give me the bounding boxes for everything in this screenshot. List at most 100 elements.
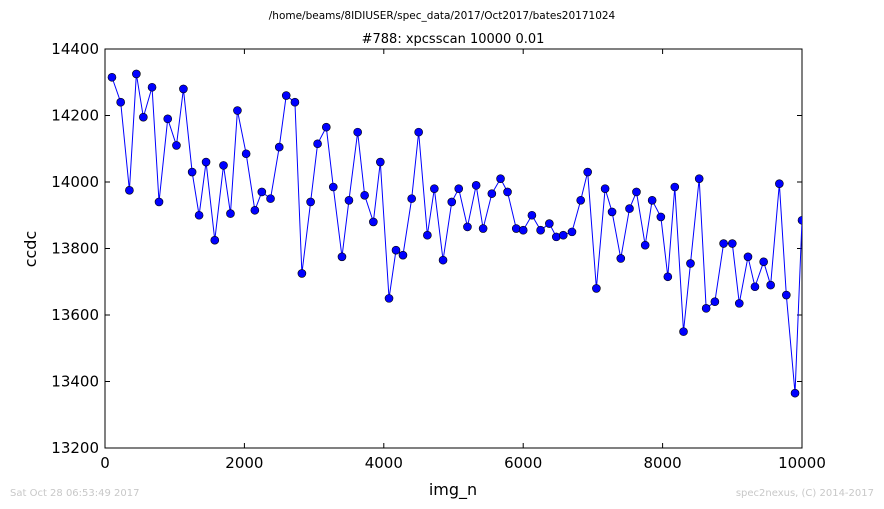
data-point — [172, 141, 181, 150]
data-series — [107, 69, 802, 398]
data-point — [139, 112, 148, 122]
data-point — [503, 187, 512, 197]
data-point — [337, 252, 347, 262]
data-point — [797, 215, 802, 225]
axis-ticks: 0 2000 4000 6000 8000 10000 13200 13400 13600 138… — [51, 40, 826, 472]
data-point — [663, 272, 673, 282]
data-point — [545, 219, 554, 228]
data-point — [313, 139, 322, 149]
data-point — [257, 187, 267, 197]
data-point — [552, 232, 561, 242]
data-point — [567, 227, 577, 237]
data-point — [226, 209, 235, 218]
data-point — [274, 142, 284, 152]
x-tick-label: 8000 — [644, 454, 682, 472]
y-tick-label: 13200 — [51, 439, 99, 457]
data-point — [384, 294, 394, 303]
data-point — [679, 327, 688, 336]
data-point — [632, 187, 641, 197]
data-point — [558, 230, 568, 240]
data-point — [782, 290, 791, 300]
data-point — [656, 212, 666, 222]
data-point — [219, 161, 228, 170]
data-point — [607, 207, 617, 217]
data-point — [701, 304, 711, 313]
footer-timestamp: Sat Oct 28 06:53:49 2017 — [10, 488, 140, 499]
data-point — [163, 114, 173, 124]
data-point — [576, 195, 586, 205]
data-point — [518, 225, 528, 235]
data-point — [179, 84, 188, 94]
data-point — [640, 240, 650, 250]
data-point — [496, 174, 505, 183]
data-point — [625, 204, 634, 213]
data-point — [154, 197, 164, 207]
data-point — [376, 157, 385, 167]
data-point — [750, 282, 760, 292]
data-point — [369, 217, 378, 227]
data-point — [187, 167, 197, 177]
data-point — [147, 82, 157, 92]
data-point — [344, 195, 354, 205]
data-point — [766, 280, 775, 290]
y-tick-label: 13400 — [51, 373, 99, 391]
data-point — [116, 97, 125, 107]
file-path: /home/beams/8IDIUSER/spec_data/2017/Oct2… — [269, 10, 616, 22]
data-point — [132, 69, 141, 79]
data-point — [719, 239, 728, 248]
data-point — [471, 181, 481, 190]
data-point — [306, 197, 315, 207]
data-point — [447, 197, 457, 207]
data-point — [107, 72, 117, 82]
x-axis-label: img_n — [429, 480, 477, 500]
data-point — [487, 189, 497, 198]
data-point — [790, 388, 800, 398]
y-tick-label: 13600 — [51, 306, 99, 324]
data-point — [454, 184, 464, 193]
data-point — [398, 250, 408, 260]
data-point — [463, 222, 472, 232]
data-point — [670, 182, 680, 192]
data-point — [321, 122, 331, 132]
y-tick-label: 14000 — [51, 173, 99, 191]
data-point — [328, 182, 338, 192]
data-point — [600, 184, 610, 193]
data-point — [438, 255, 448, 265]
data-point — [536, 225, 545, 235]
data-point — [290, 97, 300, 107]
chart-title: #788: xpcsscan 10000 0.01 — [362, 32, 545, 47]
data-point — [414, 127, 423, 137]
data-point — [250, 205, 260, 215]
x-tick-label: 0 — [100, 454, 110, 472]
data-point — [616, 254, 626, 263]
data-point — [391, 245, 401, 255]
data-point — [710, 297, 720, 307]
data-point — [478, 224, 488, 233]
data-point — [694, 174, 704, 183]
y-axis-label: ccdc — [21, 231, 40, 268]
data-point — [201, 157, 211, 167]
data-point — [592, 284, 601, 293]
data-point — [241, 149, 251, 159]
data-point — [583, 167, 592, 177]
data-point — [353, 127, 362, 137]
series-line — [111, 73, 802, 394]
data-point — [527, 210, 537, 220]
data-point — [233, 106, 242, 115]
data-point — [281, 91, 291, 100]
data-point — [686, 259, 695, 268]
data-point — [297, 269, 307, 278]
data-point — [210, 235, 220, 245]
data-point — [360, 191, 369, 200]
data-point — [194, 210, 204, 220]
footer-credit: spec2nexus, (C) 2014-2017 — [735, 488, 874, 499]
data-point — [430, 184, 439, 193]
data-point — [775, 179, 784, 188]
y-tick-label: 13800 — [51, 240, 99, 258]
x-tick-label: 2000 — [225, 454, 263, 472]
data-point — [759, 257, 768, 267]
data-point — [266, 194, 275, 203]
plot-area — [104, 48, 803, 449]
data-point — [125, 186, 134, 195]
